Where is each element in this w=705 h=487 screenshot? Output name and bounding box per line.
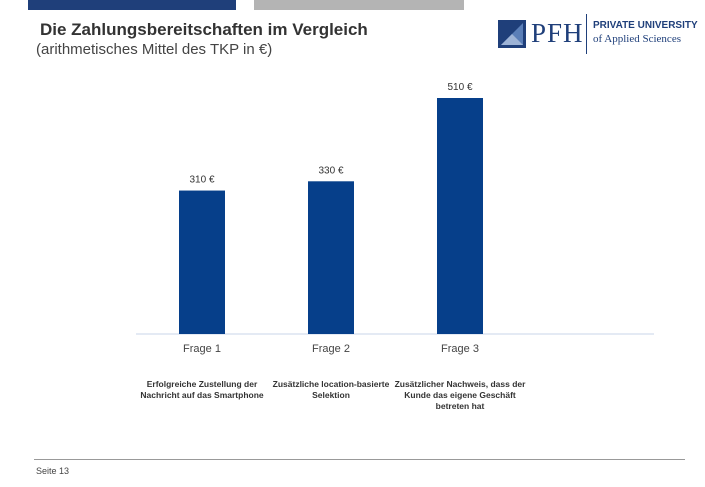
bar-value-label-2: 330 € [318, 165, 343, 176]
page-subtitle: (arithmetisches Mittel des TKP in €) [36, 41, 273, 58]
bar-3 [437, 98, 483, 334]
category-description-2: Zusätzliche location-basierte Selektion [272, 379, 390, 400]
logo-line-1: PRIVATE UNIVERSITY [593, 20, 698, 31]
page-title: Die Zahlungsbereitschaften im Vergleich [40, 20, 368, 39]
top-accent-bar-grey [254, 0, 464, 10]
top-accent-bar-blue [28, 0, 236, 10]
bar-1 [179, 190, 225, 334]
pfh-logo: PFH PRIVATE UNIVERSITY of Applied Scienc… [498, 14, 698, 54]
bar-value-label-1: 310 € [189, 175, 214, 186]
logo-divider [586, 14, 587, 54]
logo-abbr: PFH [531, 18, 584, 48]
page-number: Seite 13 [36, 466, 70, 476]
bar-2 [308, 181, 354, 334]
logo-line-2: of Applied Sciences [593, 33, 681, 45]
bar-value-label-3: 510 € [447, 82, 472, 93]
category-label-2: Frage 2 [312, 343, 350, 355]
category-label-3: Frage 3 [441, 343, 479, 355]
category-description-3: Zusätzlicher Nachweis, dass der Kunde da… [394, 379, 526, 411]
footer-divider [34, 459, 685, 460]
pfh-logo-mark-icon [498, 20, 526, 48]
bar-chart: 310 € 330 € 510 € Frage 1 Frage 2 Frage 3 [136, 82, 654, 355]
category-label-1: Frage 1 [183, 343, 221, 355]
category-description-1: Erfolgreiche Zustellung der Nachricht au… [140, 379, 264, 400]
